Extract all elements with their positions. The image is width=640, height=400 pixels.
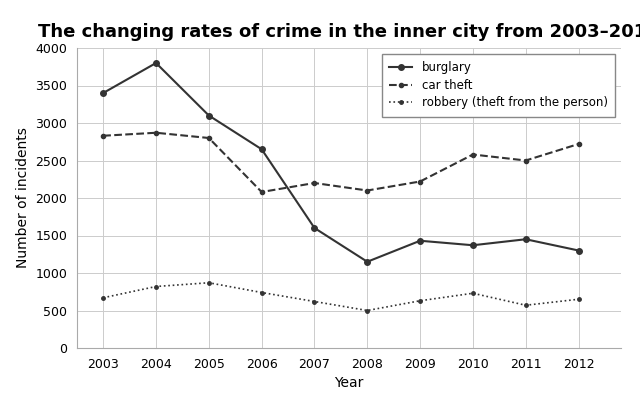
- car theft: [522, 158, 529, 163]
- robbery (theft from the person): [205, 280, 212, 285]
- Title: The changing rates of crime in the inner city from 2003–2012: The changing rates of crime in the inner…: [38, 23, 640, 41]
- robbery (theft from the person): [99, 295, 107, 300]
- burglary: [469, 243, 477, 248]
- robbery (theft from the person): [522, 303, 529, 308]
- Legend: burglary, car theft, robbery (theft from the person): burglary, car theft, robbery (theft from…: [381, 54, 615, 116]
- car theft: [469, 152, 477, 157]
- robbery (theft from the person): [575, 297, 582, 302]
- robbery (theft from the person): [258, 290, 266, 295]
- car theft: [310, 181, 318, 186]
- Line: car theft: car theft: [99, 128, 582, 196]
- burglary: [205, 113, 212, 118]
- car theft: [364, 188, 371, 193]
- robbery (theft from the person): [469, 291, 477, 296]
- burglary: [258, 147, 266, 152]
- burglary: [575, 248, 582, 253]
- car theft: [416, 179, 424, 184]
- robbery (theft from the person): [152, 284, 160, 289]
- car theft: [152, 130, 160, 135]
- Line: robbery (theft from the person): robbery (theft from the person): [100, 279, 582, 314]
- Y-axis label: Number of incidents: Number of incidents: [15, 128, 29, 268]
- burglary: [522, 237, 529, 242]
- robbery (theft from the person): [310, 299, 318, 304]
- burglary: [99, 90, 107, 95]
- car theft: [205, 136, 212, 140]
- X-axis label: Year: Year: [334, 376, 364, 390]
- burglary: [416, 238, 424, 243]
- robbery (theft from the person): [416, 298, 424, 303]
- Line: burglary: burglary: [100, 60, 581, 264]
- burglary: [152, 60, 160, 65]
- burglary: [364, 259, 371, 264]
- car theft: [258, 190, 266, 194]
- car theft: [575, 142, 582, 146]
- burglary: [310, 226, 318, 230]
- car theft: [99, 133, 107, 138]
- robbery (theft from the person): [364, 308, 371, 313]
